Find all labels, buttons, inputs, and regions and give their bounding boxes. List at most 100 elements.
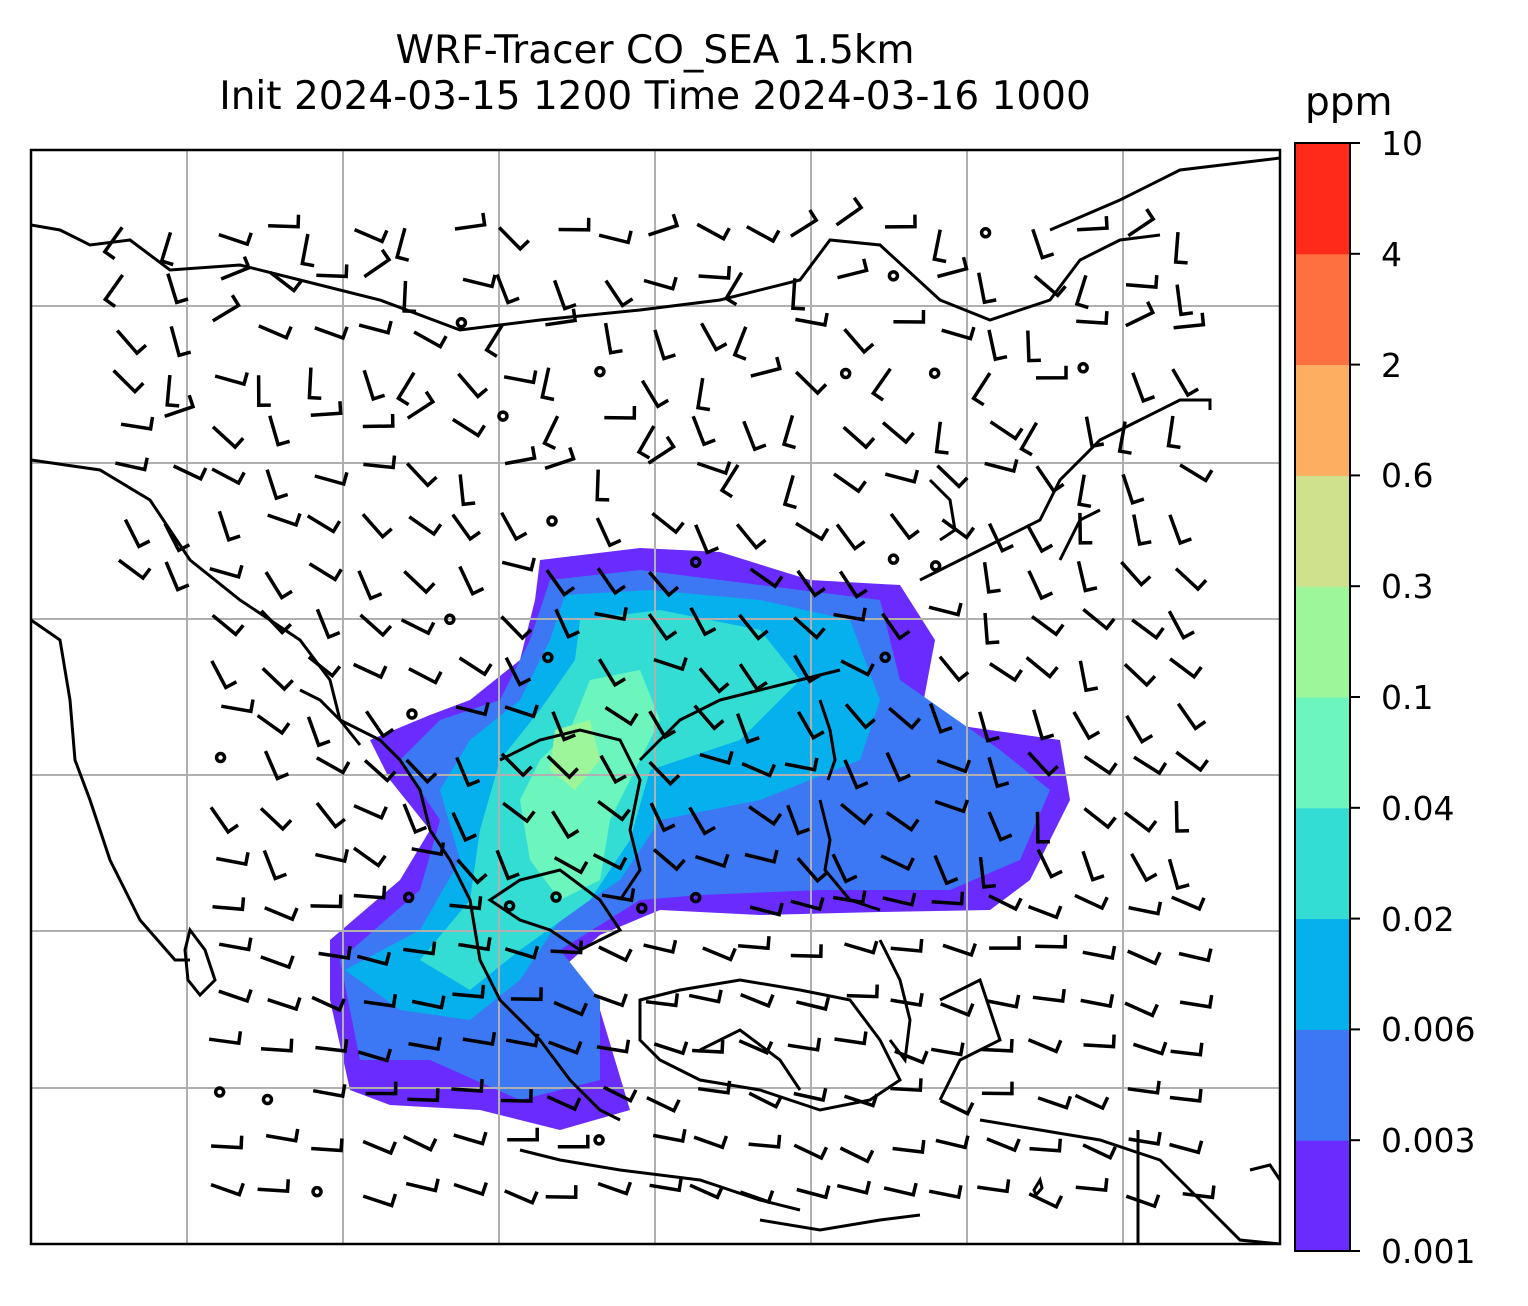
wind-barb <box>402 803 428 835</box>
wind-barb <box>787 1037 822 1052</box>
wind-barb <box>102 273 125 308</box>
wind-barb <box>1174 800 1190 833</box>
wind-barb <box>702 946 737 962</box>
wind-barb <box>1078 512 1093 545</box>
wind-barb <box>307 655 342 679</box>
wind-barb <box>1125 1194 1161 1209</box>
wind-barb <box>882 892 917 907</box>
wind-barb <box>557 1134 590 1149</box>
wind-barb <box>796 1185 831 1200</box>
wind-barb <box>315 849 350 864</box>
wind-barb <box>504 1189 539 1205</box>
wind-barb <box>987 811 1013 842</box>
wind-barb <box>315 608 341 640</box>
wind-barb <box>1179 463 1214 483</box>
wind-barb <box>795 996 831 1012</box>
wind-barb <box>795 521 830 542</box>
wind-barb <box>1084 416 1105 449</box>
wind-barb <box>843 759 869 790</box>
wind-barb <box>691 415 716 447</box>
wind-barb <box>217 510 241 543</box>
wind-barb <box>732 326 748 361</box>
wind-barb <box>1173 231 1188 265</box>
wind-barb <box>983 612 1000 645</box>
wind-barb <box>1074 1093 1110 1111</box>
wind-barb <box>357 570 383 601</box>
wind-barbs <box>102 196 1216 1210</box>
wind-barb <box>930 1042 965 1057</box>
wind-barb <box>836 1180 872 1195</box>
wind-barb <box>402 280 417 314</box>
colorbar-tick-label: 0.1 <box>1381 678 1434 717</box>
wind-barb <box>843 328 875 355</box>
wind-barb <box>209 806 239 835</box>
wind-barb <box>457 372 489 399</box>
wind-barb <box>653 1041 689 1056</box>
wind-barb <box>647 613 678 642</box>
wind-barb <box>504 656 532 687</box>
wind-barb <box>495 849 520 881</box>
wind-barb <box>451 811 478 843</box>
wind-barb <box>311 1138 344 1153</box>
wind-barb <box>987 522 1014 554</box>
wind-barb <box>403 570 436 595</box>
wind-barb <box>394 227 410 262</box>
wind-barb <box>462 1031 497 1047</box>
wind-barb <box>262 849 288 881</box>
wind-barb <box>647 213 680 237</box>
calm-wind-circle <box>444 613 456 626</box>
wind-barb <box>740 992 775 1009</box>
wind-barb <box>352 846 387 868</box>
wind-barb <box>1035 934 1068 949</box>
wind-barb <box>408 515 443 537</box>
wind-barb <box>1120 560 1152 587</box>
wind-barb <box>795 312 829 327</box>
wind-barb <box>651 512 685 535</box>
wind-barb <box>552 279 577 311</box>
wind-barb <box>604 405 637 420</box>
calm-wind-circle <box>406 708 418 720</box>
wind-barb <box>306 716 331 748</box>
wind-barb <box>551 810 580 840</box>
wind-barb <box>835 523 866 552</box>
wind-barb <box>218 989 253 1004</box>
wind-barb <box>1166 415 1181 450</box>
wind-barb <box>938 655 970 683</box>
wind-barb <box>939 1098 975 1116</box>
wind-barb <box>504 704 539 719</box>
colorbar <box>1294 142 1360 1252</box>
wind-barb <box>696 461 732 476</box>
wind-barb <box>935 1135 970 1150</box>
wind-barb <box>1037 1095 1073 1110</box>
colorbar-tick-label: 2 <box>1381 345 1402 385</box>
wind-barb <box>835 196 864 227</box>
wind-barb <box>842 425 876 450</box>
wind-barb <box>1077 215 1109 232</box>
wind-barb <box>696 222 731 242</box>
colorbar-tick-label: 4 <box>1381 234 1402 274</box>
wind-barb <box>172 464 208 482</box>
plume-band-5 <box>520 670 660 900</box>
wind-barb <box>742 420 767 452</box>
wind-barb <box>971 372 992 407</box>
wind-barb <box>112 369 145 395</box>
wind-barb <box>411 995 446 1010</box>
wind-barb <box>259 807 293 832</box>
wind-barb <box>363 993 398 1008</box>
wind-barb <box>260 609 293 635</box>
wind-barb <box>542 415 560 450</box>
wind-barb <box>647 435 677 465</box>
wind-barb <box>1027 570 1054 601</box>
wind-barb <box>738 663 768 692</box>
wind-barb <box>643 276 678 291</box>
wind-barb <box>408 1036 442 1052</box>
wind-barb <box>316 264 349 279</box>
wind-barb <box>599 754 627 785</box>
wind-barb <box>314 326 349 341</box>
wind-barb <box>648 710 677 740</box>
wind-barb <box>1035 811 1050 844</box>
wind-barb <box>1128 1131 1162 1146</box>
wind-barb <box>884 469 920 484</box>
co-tracer-field <box>330 548 1070 1130</box>
wind-barb <box>596 1039 631 1054</box>
